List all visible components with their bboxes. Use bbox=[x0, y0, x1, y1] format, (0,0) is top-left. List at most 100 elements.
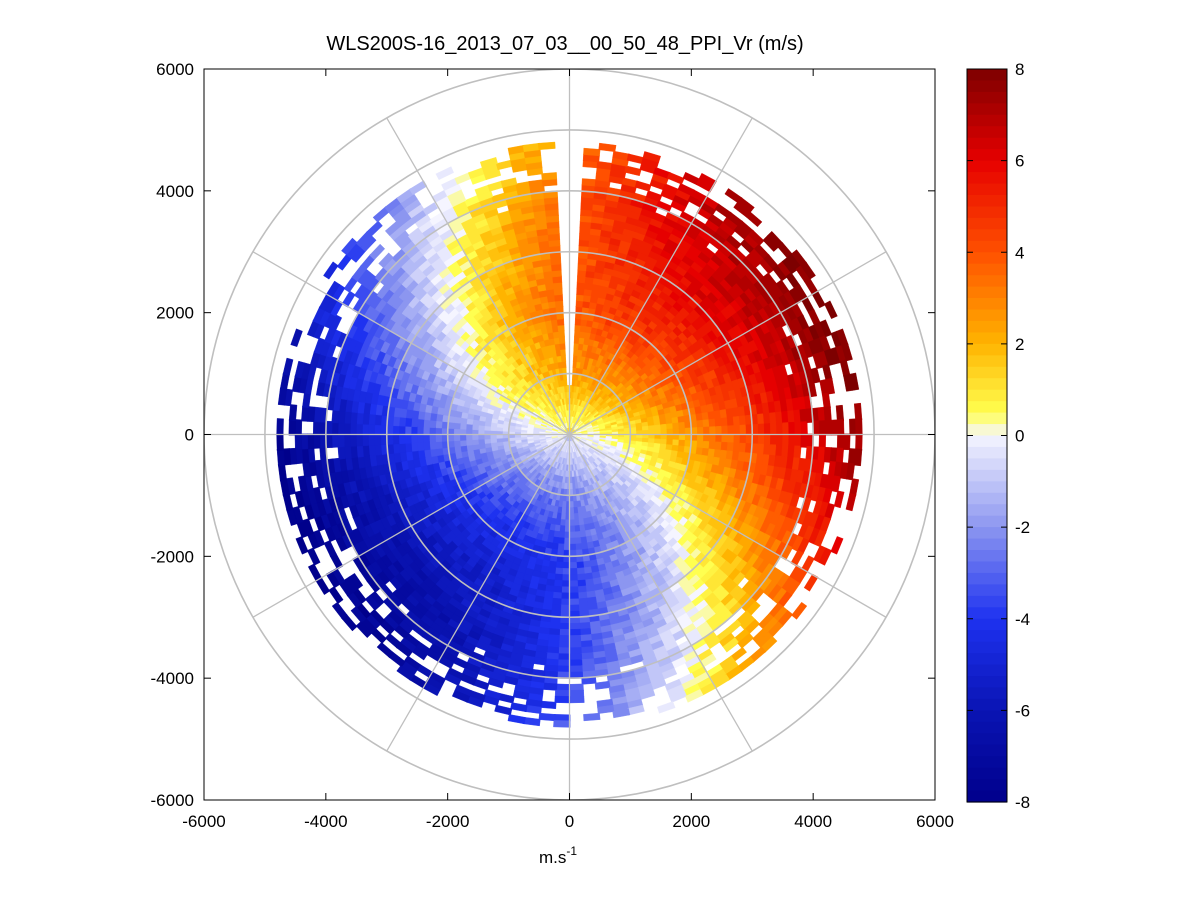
velocity-cell bbox=[558, 628, 571, 637]
velocity-cell bbox=[769, 422, 778, 436]
velocity-cell bbox=[392, 424, 400, 436]
velocity-cell bbox=[558, 336, 566, 344]
velocity-cell bbox=[541, 172, 558, 181]
velocity-cell bbox=[594, 680, 611, 690]
velocity-cell bbox=[568, 641, 582, 649]
velocity-cell bbox=[331, 433, 339, 448]
velocity-cell bbox=[297, 475, 308, 493]
velocity-cell bbox=[715, 425, 723, 436]
velocity-cell bbox=[763, 423, 772, 436]
velocity-cell bbox=[434, 433, 443, 443]
velocity-cell bbox=[428, 426, 436, 436]
velocity-cell bbox=[568, 598, 580, 606]
velocity-cell bbox=[561, 360, 567, 369]
velocity-cell bbox=[739, 433, 747, 445]
velocity-cell bbox=[312, 433, 321, 449]
velocity-cell bbox=[392, 433, 400, 445]
velocity-cell bbox=[361, 433, 370, 447]
velocity-cell bbox=[788, 433, 796, 448]
velocity-cell bbox=[835, 447, 845, 465]
velocity-cell bbox=[568, 653, 583, 661]
velocity-cell bbox=[800, 421, 808, 436]
velocity-cell bbox=[823, 406, 832, 423]
velocity-cell bbox=[337, 445, 346, 460]
velocity-cell bbox=[373, 433, 382, 446]
velocity-cell bbox=[561, 574, 571, 582]
velocity-cell bbox=[398, 424, 406, 436]
velocity-cell bbox=[763, 433, 772, 446]
velocity-cell bbox=[818, 420, 827, 436]
velocity-cell bbox=[782, 433, 790, 447]
velocity-cell bbox=[459, 434, 467, 441]
velocity-cell bbox=[800, 433, 808, 448]
velocity-cell bbox=[559, 598, 571, 606]
velocity-cell bbox=[835, 404, 845, 422]
velocity-cell bbox=[569, 537, 576, 545]
velocity-cell bbox=[398, 433, 406, 445]
velocity-cell bbox=[560, 592, 571, 600]
velocity-cell bbox=[557, 634, 571, 643]
velocity-cell bbox=[757, 423, 766, 436]
velocity-cell bbox=[373, 423, 382, 436]
velocity-cell bbox=[678, 427, 686, 435]
velocity-cell bbox=[556, 653, 571, 661]
velocity-field bbox=[276, 141, 863, 728]
velocity-cell bbox=[410, 433, 418, 444]
velocity-cell bbox=[500, 177, 518, 188]
velocity-cell bbox=[709, 426, 717, 436]
velocity-cell bbox=[696, 426, 705, 436]
velocity-cell bbox=[378, 252, 394, 269]
velocity-cell bbox=[830, 419, 839, 436]
velocity-cell bbox=[836, 433, 845, 450]
velocity-cell bbox=[349, 422, 357, 436]
velocity-cell bbox=[557, 641, 571, 649]
velocity-cell bbox=[369, 243, 386, 260]
velocity-cell bbox=[568, 647, 582, 655]
velocity-cell bbox=[568, 568, 578, 576]
velocity-cell bbox=[722, 637, 740, 653]
velocity-cell bbox=[568, 622, 581, 631]
velocity-cell bbox=[539, 700, 557, 710]
velocity-cell bbox=[727, 425, 735, 436]
velocity-cell bbox=[331, 408, 340, 424]
velocity-cell bbox=[568, 592, 579, 600]
velocity-cell bbox=[561, 568, 571, 576]
velocity-cell bbox=[782, 422, 790, 436]
velocity-cell bbox=[343, 421, 351, 436]
velocity-cell bbox=[568, 580, 579, 588]
velocity-cell bbox=[715, 433, 723, 444]
velocity-cell bbox=[312, 420, 321, 436]
velocity-cell bbox=[560, 580, 571, 588]
velocity-cell bbox=[541, 682, 558, 691]
velocity-cell bbox=[361, 422, 370, 436]
velocity-cell bbox=[300, 433, 309, 450]
velocity-cell bbox=[709, 433, 717, 443]
velocity-cell bbox=[733, 433, 741, 445]
velocity-cell bbox=[568, 665, 583, 673]
velocity-cell bbox=[404, 433, 412, 444]
velocity-cell bbox=[733, 424, 741, 436]
velocity-cell bbox=[301, 405, 310, 422]
velocity-cell bbox=[739, 424, 747, 436]
velocity-cell bbox=[776, 422, 784, 436]
velocity-cell bbox=[727, 433, 735, 444]
velocity-cell bbox=[422, 433, 430, 443]
velocity-cell bbox=[721, 433, 729, 444]
velocity-cell bbox=[757, 433, 766, 446]
velocity-cell bbox=[561, 561, 571, 570]
velocity-cell bbox=[367, 423, 376, 436]
velocity-cell bbox=[560, 348, 566, 357]
velocity-cell bbox=[554, 695, 571, 704]
velocity-cell bbox=[555, 683, 571, 692]
velocity-cell bbox=[558, 330, 565, 338]
velocity-cell bbox=[557, 647, 571, 655]
velocity-cell bbox=[769, 433, 778, 447]
velocity-cell bbox=[568, 628, 581, 637]
velocity-cell bbox=[568, 586, 579, 594]
velocity-cell bbox=[672, 428, 680, 435]
velocity-cell bbox=[818, 433, 827, 449]
velocity-cell bbox=[367, 433, 376, 446]
velocity-cell bbox=[428, 433, 436, 443]
velocity-cell bbox=[776, 433, 784, 447]
velocity-cell bbox=[416, 425, 424, 436]
